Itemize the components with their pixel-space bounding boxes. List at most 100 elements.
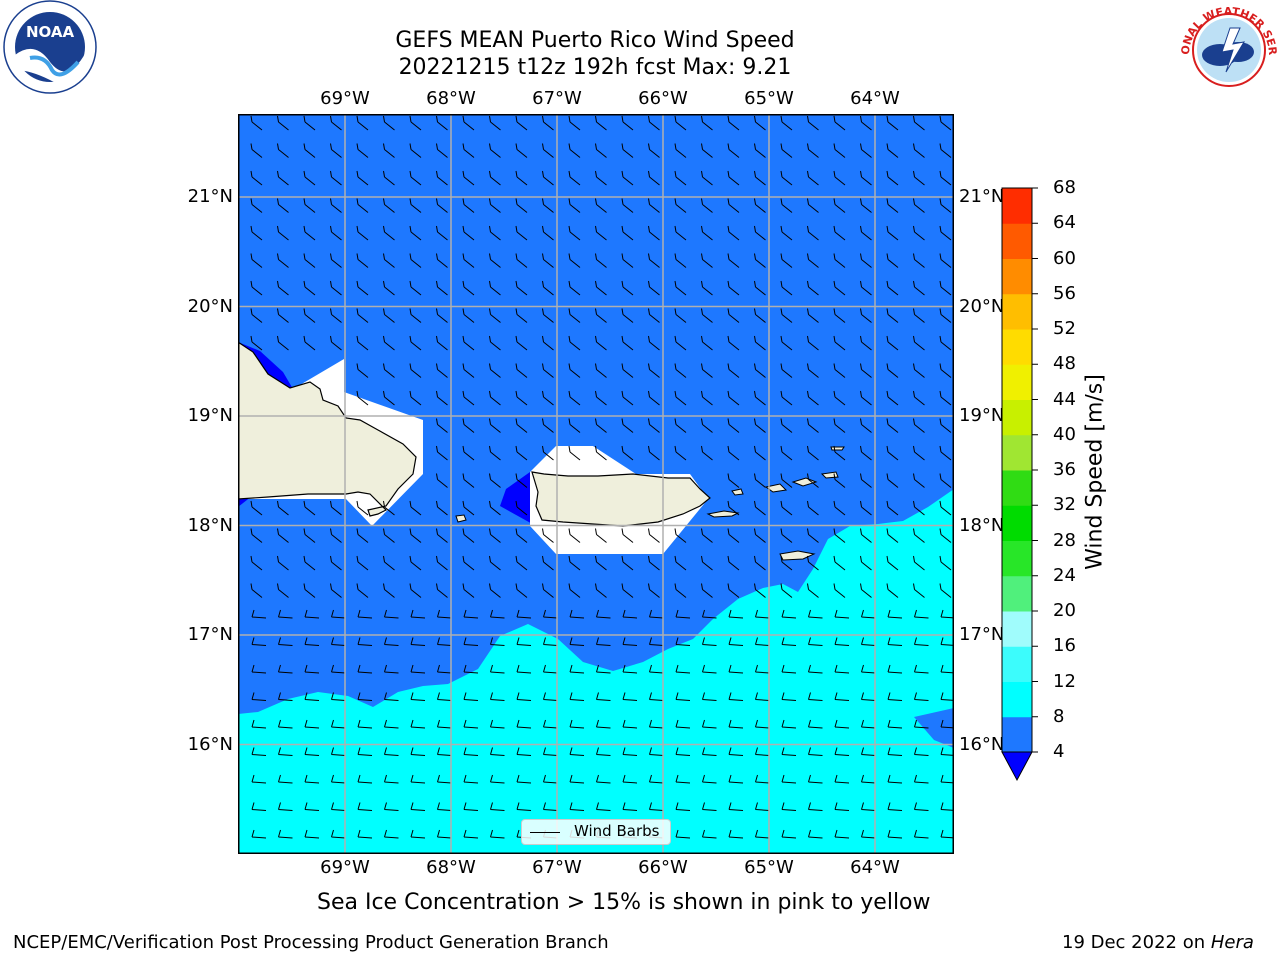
colorbar-segment: [1002, 188, 1032, 224]
wind-barb: [277, 198, 289, 213]
longitude-label-top: 67°W: [532, 88, 582, 109]
wind-barb: [489, 445, 501, 461]
wind-barb: [595, 143, 607, 158]
wind-barb: [648, 308, 660, 323]
wind-barb: [780, 115, 793, 131]
wind-barb: [754, 583, 766, 598]
wind-barb: [702, 829, 717, 839]
wind-barb: [914, 829, 929, 839]
wind-barb: [860, 418, 872, 433]
wind-barb: [834, 747, 850, 756]
land-hispaniola: [238, 341, 417, 517]
wind-barb: [861, 719, 876, 729]
wind-barb: [384, 664, 399, 674]
wind-barb: [914, 637, 929, 646]
wind-barb: [595, 445, 607, 461]
wind-barb: [701, 115, 713, 131]
wind-barb: [914, 692, 929, 701]
colorbar-tick-label: 24: [1053, 564, 1076, 586]
wind-barb: [356, 390, 369, 406]
wind-barb: [833, 280, 846, 296]
wind-barb: [568, 363, 581, 378]
wind-barb: [515, 473, 528, 488]
wind-barb: [463, 692, 479, 701]
wind-barb: [330, 335, 342, 351]
wind-barb: [913, 143, 925, 158]
wind-barb: [463, 609, 479, 619]
wind-barb: [807, 363, 819, 378]
wind-barb: [303, 198, 316, 213]
wind-barb: [939, 528, 952, 543]
wind-barb: [621, 583, 634, 598]
wind-barb: [727, 225, 740, 241]
wind-barb: [833, 363, 846, 378]
wind-barb: [648, 418, 660, 433]
wind-barb: [515, 418, 528, 433]
wind-barb: [251, 829, 267, 839]
wind-barb: [384, 774, 399, 784]
wind-barb: [701, 390, 713, 406]
wind-barb: [781, 664, 797, 674]
colorbar-under-arrow: [1001, 751, 1033, 782]
wind-barb: [621, 335, 634, 351]
wind-barb: [807, 390, 819, 406]
wind-barb: [755, 719, 770, 729]
wind-barb: [675, 719, 691, 729]
wind-barb: [542, 335, 554, 351]
wind-barb: [781, 637, 797, 646]
wind-barb: [357, 719, 373, 729]
wind-barb: [277, 335, 289, 351]
wind-barb: [755, 637, 770, 646]
wind-barb: [939, 445, 952, 461]
wind-barb: [701, 363, 713, 378]
wind-barb: [515, 225, 528, 241]
colorbar-tick-label: 32: [1053, 494, 1076, 516]
wind-barb: [331, 609, 346, 619]
wind-barb: [596, 692, 611, 701]
wind-barb: [887, 747, 903, 756]
wind-barb: [462, 225, 475, 241]
wind-barb: [436, 253, 448, 268]
wind-barb: [780, 308, 793, 323]
wind-barb: [939, 418, 952, 433]
wind-barb: [515, 390, 528, 406]
wind-barb: [568, 280, 581, 296]
wind-barb: [437, 637, 452, 646]
wind-barb: [250, 115, 263, 131]
wind-barb: [649, 774, 664, 784]
wind-barb: [490, 609, 505, 619]
wind-barb: [754, 445, 766, 461]
colorbar: [1001, 187, 1038, 782]
wind-barb: [675, 609, 691, 619]
latitude-label-right: 19°N: [959, 405, 1005, 426]
wind-barb: [780, 170, 793, 186]
wind-barb: [886, 390, 899, 406]
wind-barb: [939, 308, 952, 323]
wind-barb: [489, 198, 501, 213]
footer-date: 19 Dec 2022 on Hera: [1062, 932, 1254, 953]
wind-barb: [807, 583, 819, 598]
wind-barb: [383, 198, 395, 213]
wind-barb: [808, 664, 823, 674]
wind-barb: [621, 143, 634, 158]
wind-barb: [515, 500, 528, 516]
wind-barb: [754, 473, 766, 488]
wind-barb: [568, 308, 581, 323]
wind-barb: [278, 774, 293, 784]
wind-barb: [356, 198, 369, 213]
wind-barb: [516, 774, 532, 784]
wind-barb: [569, 802, 585, 811]
wind-barb: [701, 418, 713, 433]
wind-barb: [277, 253, 289, 268]
wind-barb: [913, 583, 925, 598]
wind-barb: [807, 115, 819, 131]
wind-barb: [277, 555, 289, 571]
wind-barb: [754, 390, 766, 406]
wind-barb: [489, 473, 501, 488]
wind-barb: [833, 335, 846, 351]
wind-barb: [515, 253, 528, 268]
wind-barb: [886, 253, 899, 268]
wind-barb: [462, 473, 475, 488]
wind-barb: [674, 115, 687, 131]
wind-barb: [913, 418, 925, 433]
